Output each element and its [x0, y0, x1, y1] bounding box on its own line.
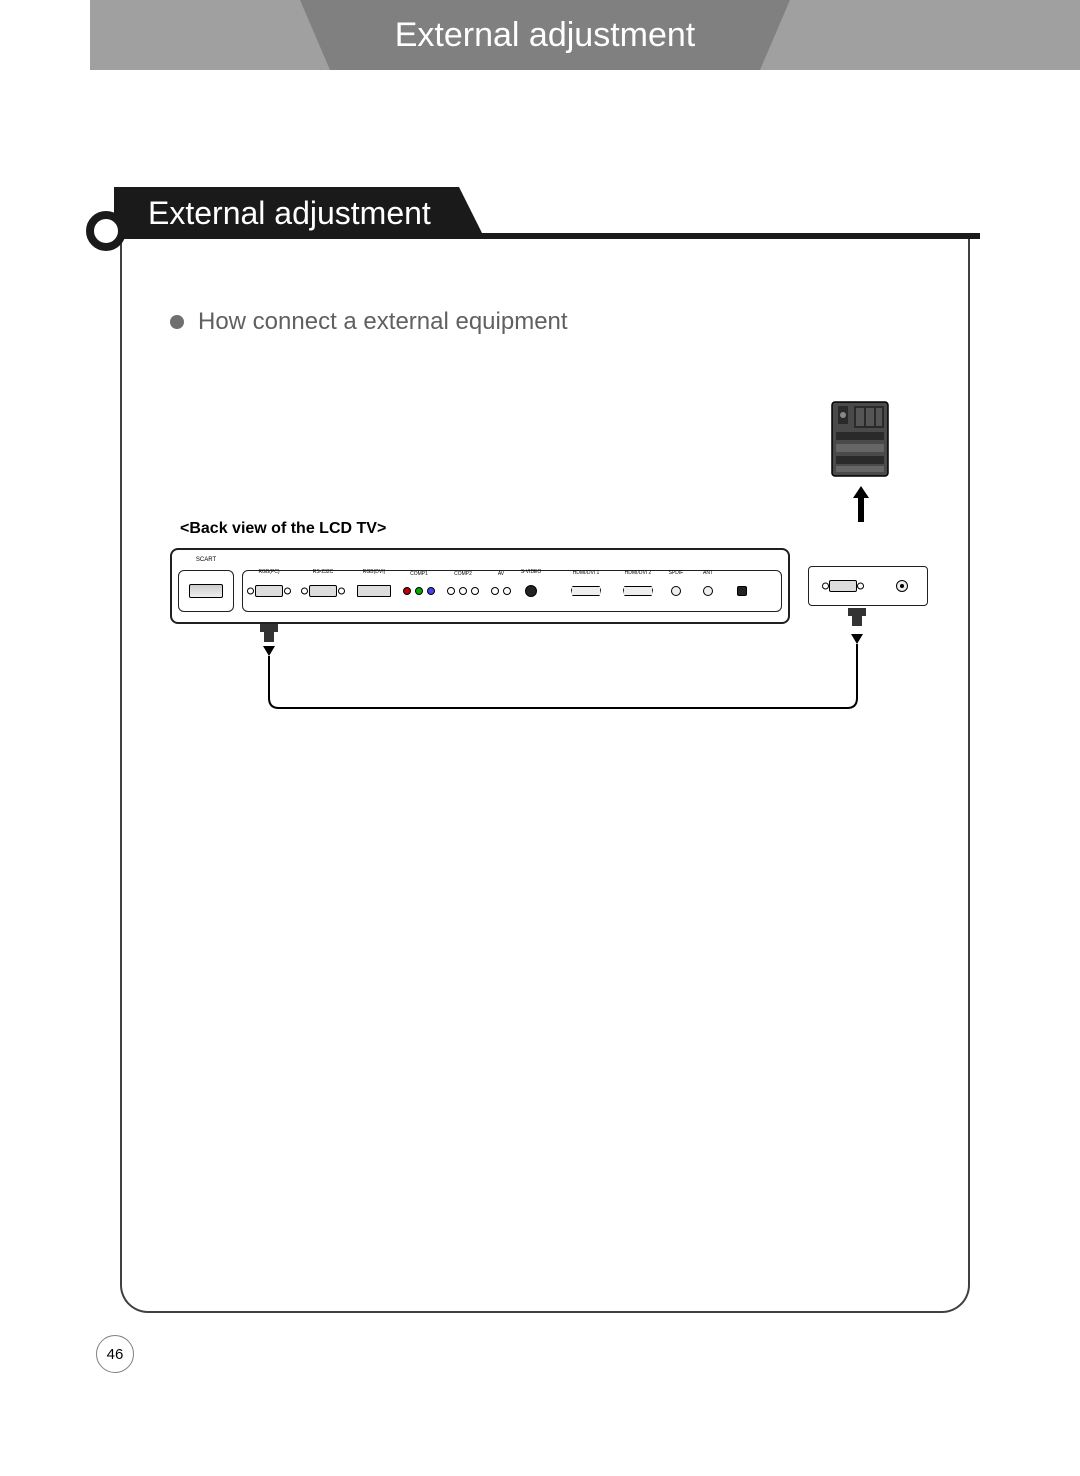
av-group-icon — [491, 587, 511, 595]
rca-group-icon — [403, 587, 435, 595]
page-number-text: 46 — [107, 1346, 124, 1363]
section-tab: External adjustment — [114, 187, 459, 239]
component2-label: COMP2 — [454, 571, 472, 577]
svideo-port: S-VIDEO — [525, 585, 537, 597]
ant-port-icon — [703, 586, 713, 596]
page-number: 46 — [96, 1335, 134, 1373]
section-header: External adjustment — [90, 175, 980, 239]
aux-port — [737, 586, 747, 596]
rca-blue-icon — [427, 587, 435, 595]
arrow-up-icon — [853, 486, 869, 522]
vga-port-icon — [255, 585, 283, 597]
ant-label: ANT — [703, 570, 713, 576]
spdif-port-icon — [671, 586, 681, 596]
rca-white2-icon — [459, 587, 467, 595]
panel-caption: <Back view of the LCD TV> — [180, 520, 386, 538]
dvi-port: RGB(DVI) — [357, 585, 391, 597]
component2-port: COMP2 — [447, 587, 479, 595]
subtitle-text: How connect a external equipment — [198, 308, 568, 336]
component1-port: COMP1 — [403, 587, 435, 595]
rs232c-port: RS-232C — [309, 585, 337, 597]
pc-tower-icon — [830, 400, 890, 478]
svideo-port-icon — [525, 585, 537, 597]
rca-white3-icon — [471, 587, 479, 595]
dvi-label: RGB(DVI) — [363, 569, 386, 575]
hdmi2-port-icon — [623, 586, 653, 596]
banner-left-gap — [0, 0, 90, 70]
svideo-label: S-VIDEO — [521, 569, 542, 575]
scart-bay: SCART — [178, 570, 234, 612]
rca-group2-icon — [447, 587, 479, 595]
ext-vga-port — [829, 580, 857, 592]
section-title: External adjustment — [148, 195, 431, 232]
av-port: AV — [491, 587, 511, 595]
rca-green-icon — [415, 587, 423, 595]
rca-red-icon — [403, 587, 411, 595]
hdmi2-label: HDMI/DVI 2 — [625, 570, 652, 576]
main-port-bay: RGB(PC) RS-232C RGB(DVI) COMP1 COMP2 — [242, 570, 782, 612]
ext-audio-jack-icon — [896, 580, 908, 592]
hdmi2-port: HDMI/DVI 2 — [623, 586, 653, 596]
rca-white-icon — [447, 587, 455, 595]
dvi-port-icon — [357, 585, 391, 597]
banner-title: External adjustment — [395, 16, 696, 55]
rgb-pc-label: RGB(PC) — [258, 569, 279, 575]
rgb-pc-port: RGB(PC) — [255, 585, 283, 597]
ext-vga-port-icon — [829, 580, 857, 592]
hdmi1-label: HDMI/DVI 1 — [573, 570, 600, 576]
av-label: AV — [498, 571, 504, 577]
rca-av1-icon — [491, 587, 499, 595]
section-ring-icon — [86, 211, 126, 251]
external-connector-box — [808, 566, 928, 606]
hdmi1-port: HDMI/DVI 1 — [571, 586, 601, 596]
aux-port-icon — [737, 586, 747, 596]
serial-port-icon — [309, 585, 337, 597]
top-banner: External adjustment — [0, 0, 1080, 70]
subtitle-row: How connect a external equipment — [170, 308, 568, 336]
rs232c-label: RS-232C — [313, 569, 334, 575]
banner-tab: External adjustment — [330, 0, 760, 70]
spdif-port: SPDIF — [671, 586, 681, 596]
scart-port-icon — [189, 584, 223, 598]
bullet-icon — [170, 315, 184, 329]
scart-label: SCART — [196, 557, 216, 563]
component1-label: COMP1 — [410, 571, 428, 577]
ant-port: ANT — [703, 586, 713, 596]
tv-back-panel: SCART RGB(PC) RS-232C RGB(DVI) COMP1 — [170, 548, 790, 624]
spdif-label: SPDIF — [669, 570, 684, 576]
rca-av2-icon — [503, 587, 511, 595]
hdmi1-port-icon — [571, 586, 601, 596]
